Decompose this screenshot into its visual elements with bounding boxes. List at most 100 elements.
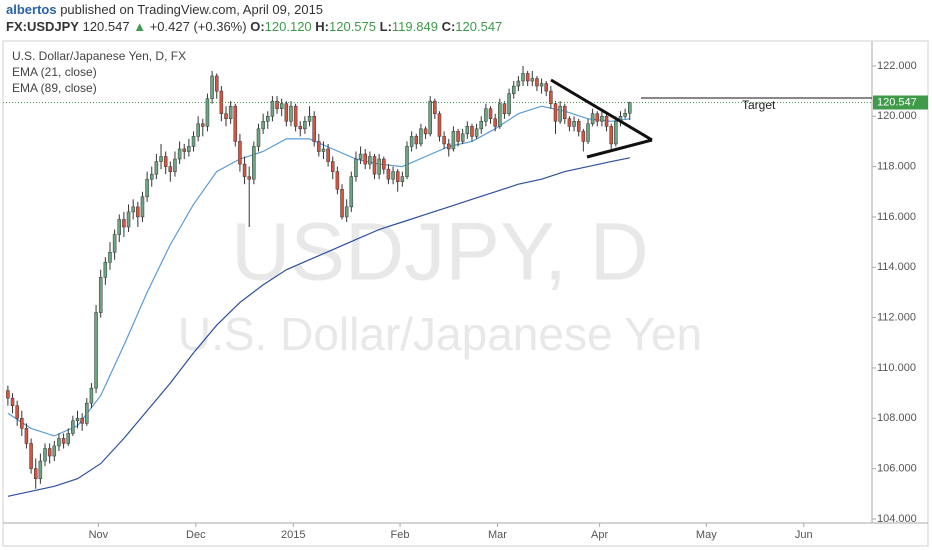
x-tick-label: May [696, 529, 717, 541]
y-tick-label: 104.000 [877, 513, 917, 525]
candle-body [604, 116, 609, 127]
ohlc-label: L: [380, 19, 392, 34]
arrow: ▲ [133, 19, 146, 34]
trendline[interactable] [550, 78, 653, 142]
candle-body [289, 105, 293, 122]
candle-body [196, 123, 200, 137]
candle-body [354, 158, 358, 177]
candle-body [131, 206, 135, 213]
candle-body [433, 100, 437, 114]
candle-body [214, 75, 219, 92]
author[interactable]: albertos [6, 2, 57, 17]
candle-body [498, 103, 502, 127]
candle-body [419, 128, 423, 145]
candle-body [428, 100, 432, 135]
x-tick-label: Apr [591, 529, 608, 541]
candle-body [363, 153, 367, 165]
candle-body [321, 148, 326, 152]
candle-body [303, 121, 307, 130]
candle-body [150, 173, 154, 180]
candle-body [595, 113, 600, 122]
candle-body [391, 171, 395, 180]
last: 120.547 [83, 19, 130, 34]
candle-body [242, 163, 247, 177]
candle-body [581, 131, 586, 142]
ohlc-value: 120.120 [265, 19, 312, 34]
candle-body [173, 158, 177, 172]
candle-body [600, 116, 604, 122]
candle-body [47, 448, 52, 457]
candle-body [140, 196, 145, 218]
watermark: USDJPY, D [231, 207, 649, 298]
candle-body [358, 153, 363, 160]
chart-title: U.S. Dollar/Japanese Yen, D, FX [12, 49, 186, 63]
candle-body [405, 146, 409, 177]
candle-body [572, 121, 576, 127]
x-tick-label: Nov [89, 529, 109, 541]
ohlc-value: 120.575 [329, 19, 376, 34]
y-tick-label: 122.000 [877, 60, 917, 72]
candle-body [228, 105, 233, 120]
candle-body [6, 390, 10, 399]
candle-body [89, 387, 94, 404]
candle-body [182, 148, 186, 152]
x-tick-label: 2015 [281, 529, 305, 541]
candle-body [177, 148, 182, 160]
candle-body [623, 112, 627, 117]
candle-body [493, 118, 497, 127]
change: +0.427 (+0.36%) [150, 19, 247, 34]
candle-body [488, 108, 493, 120]
candle-body [312, 116, 316, 142]
candle-body [85, 402, 89, 424]
candle-body [386, 168, 391, 180]
candle-body [43, 448, 47, 462]
ema-line [7, 105, 630, 437]
legend-entry: EMA (89, close) [12, 81, 97, 95]
candle-body [266, 116, 270, 122]
candle-body [377, 158, 381, 175]
candle-body [29, 443, 33, 469]
x-tick-label: Jun [795, 529, 813, 541]
candle-body [252, 146, 256, 180]
y-tick-label: 116.000 [877, 211, 916, 223]
y-tick-label: 106.000 [877, 463, 917, 475]
candle-body [126, 211, 131, 228]
y-tick-label: 110.000 [877, 362, 916, 374]
candle-body [479, 121, 483, 130]
last-price-label: 120.547 [877, 96, 917, 108]
candle-body [210, 75, 214, 99]
candle-body [75, 418, 80, 422]
candle-body [349, 176, 354, 208]
candle-body [24, 428, 29, 444]
candle-body [609, 126, 613, 145]
trendline[interactable] [586, 138, 653, 159]
candle-body [187, 146, 191, 152]
candle-body [437, 113, 442, 137]
candle-body [10, 397, 15, 406]
candle-body [94, 312, 98, 389]
candle-body [284, 103, 289, 122]
candle-body [66, 433, 70, 444]
candle-body [456, 131, 460, 142]
candle-body [516, 80, 521, 87]
candle-body [484, 108, 488, 122]
candle-body [465, 126, 470, 135]
x-tick-label: Mar [488, 529, 507, 541]
candle-body [511, 85, 516, 94]
candle-body [136, 206, 140, 218]
watermark-subtitle: U.S. Dollar/Japanese Yen [178, 308, 702, 360]
candle-body [372, 156, 377, 175]
header-line: albertos published on TradingView.com, A… [6, 2, 323, 17]
candle-body [535, 78, 539, 87]
candle-body [33, 468, 38, 479]
candle-body [108, 251, 112, 263]
ohlc-value: 119.849 [392, 19, 438, 34]
candle-body [470, 126, 474, 137]
y-tick-label: 112.000 [877, 312, 916, 324]
candle-body [293, 105, 298, 127]
ohlc-label: C: [442, 19, 456, 34]
candle-body [330, 161, 335, 172]
candle-body [563, 105, 567, 120]
candle-body [317, 141, 321, 152]
candle-body [57, 438, 61, 447]
